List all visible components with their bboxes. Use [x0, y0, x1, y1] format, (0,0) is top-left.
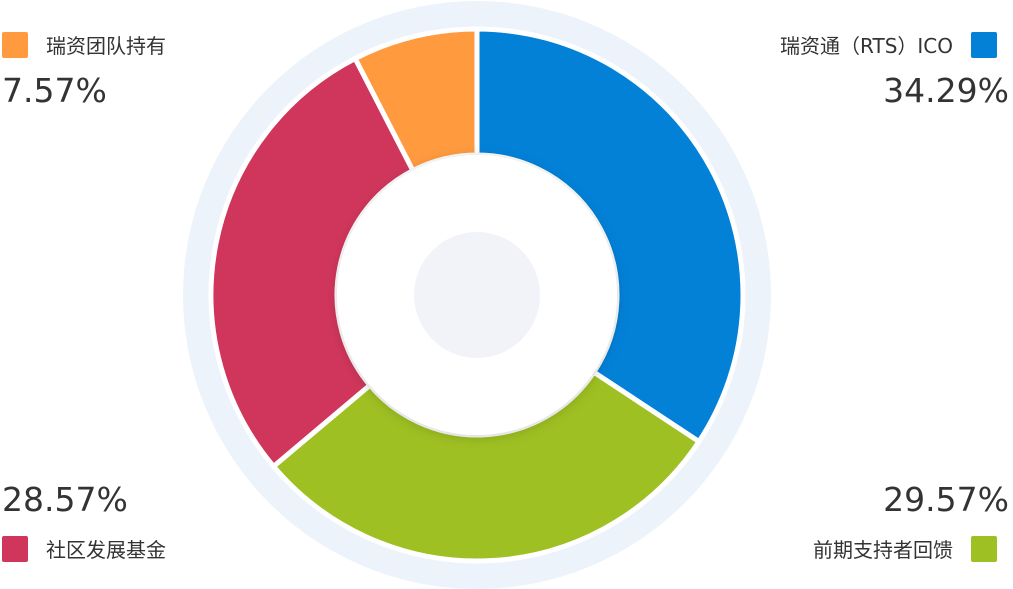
legend-label: 前期支持者回馈 [813, 538, 953, 562]
percent-label-team: 7.57% [2, 71, 107, 110]
center-disc [414, 232, 540, 358]
legend-swatch [2, 31, 28, 58]
percent-label-community: 28.57% [2, 480, 128, 519]
legend-item-rts-ico: 瑞资通（RTS）ICO [780, 30, 997, 59]
legend-label: 瑞资通（RTS）ICO [780, 34, 953, 58]
legend-label: 瑞资团队持有 [46, 34, 166, 58]
legend-item-supporters: 前期支持者回馈 [813, 534, 997, 563]
percent-label-rts-ico: 34.29% [883, 71, 1009, 110]
legend-swatch [971, 535, 997, 562]
legend-swatch [2, 535, 28, 562]
legend-item-team: 瑞资团队持有 [2, 30, 166, 59]
percent-label-supporters: 29.57% [883, 480, 1009, 519]
legend-item-community: 社区发展基金 [2, 534, 166, 563]
legend-swatch [971, 31, 997, 58]
legend-label: 社区发展基金 [46, 538, 166, 562]
